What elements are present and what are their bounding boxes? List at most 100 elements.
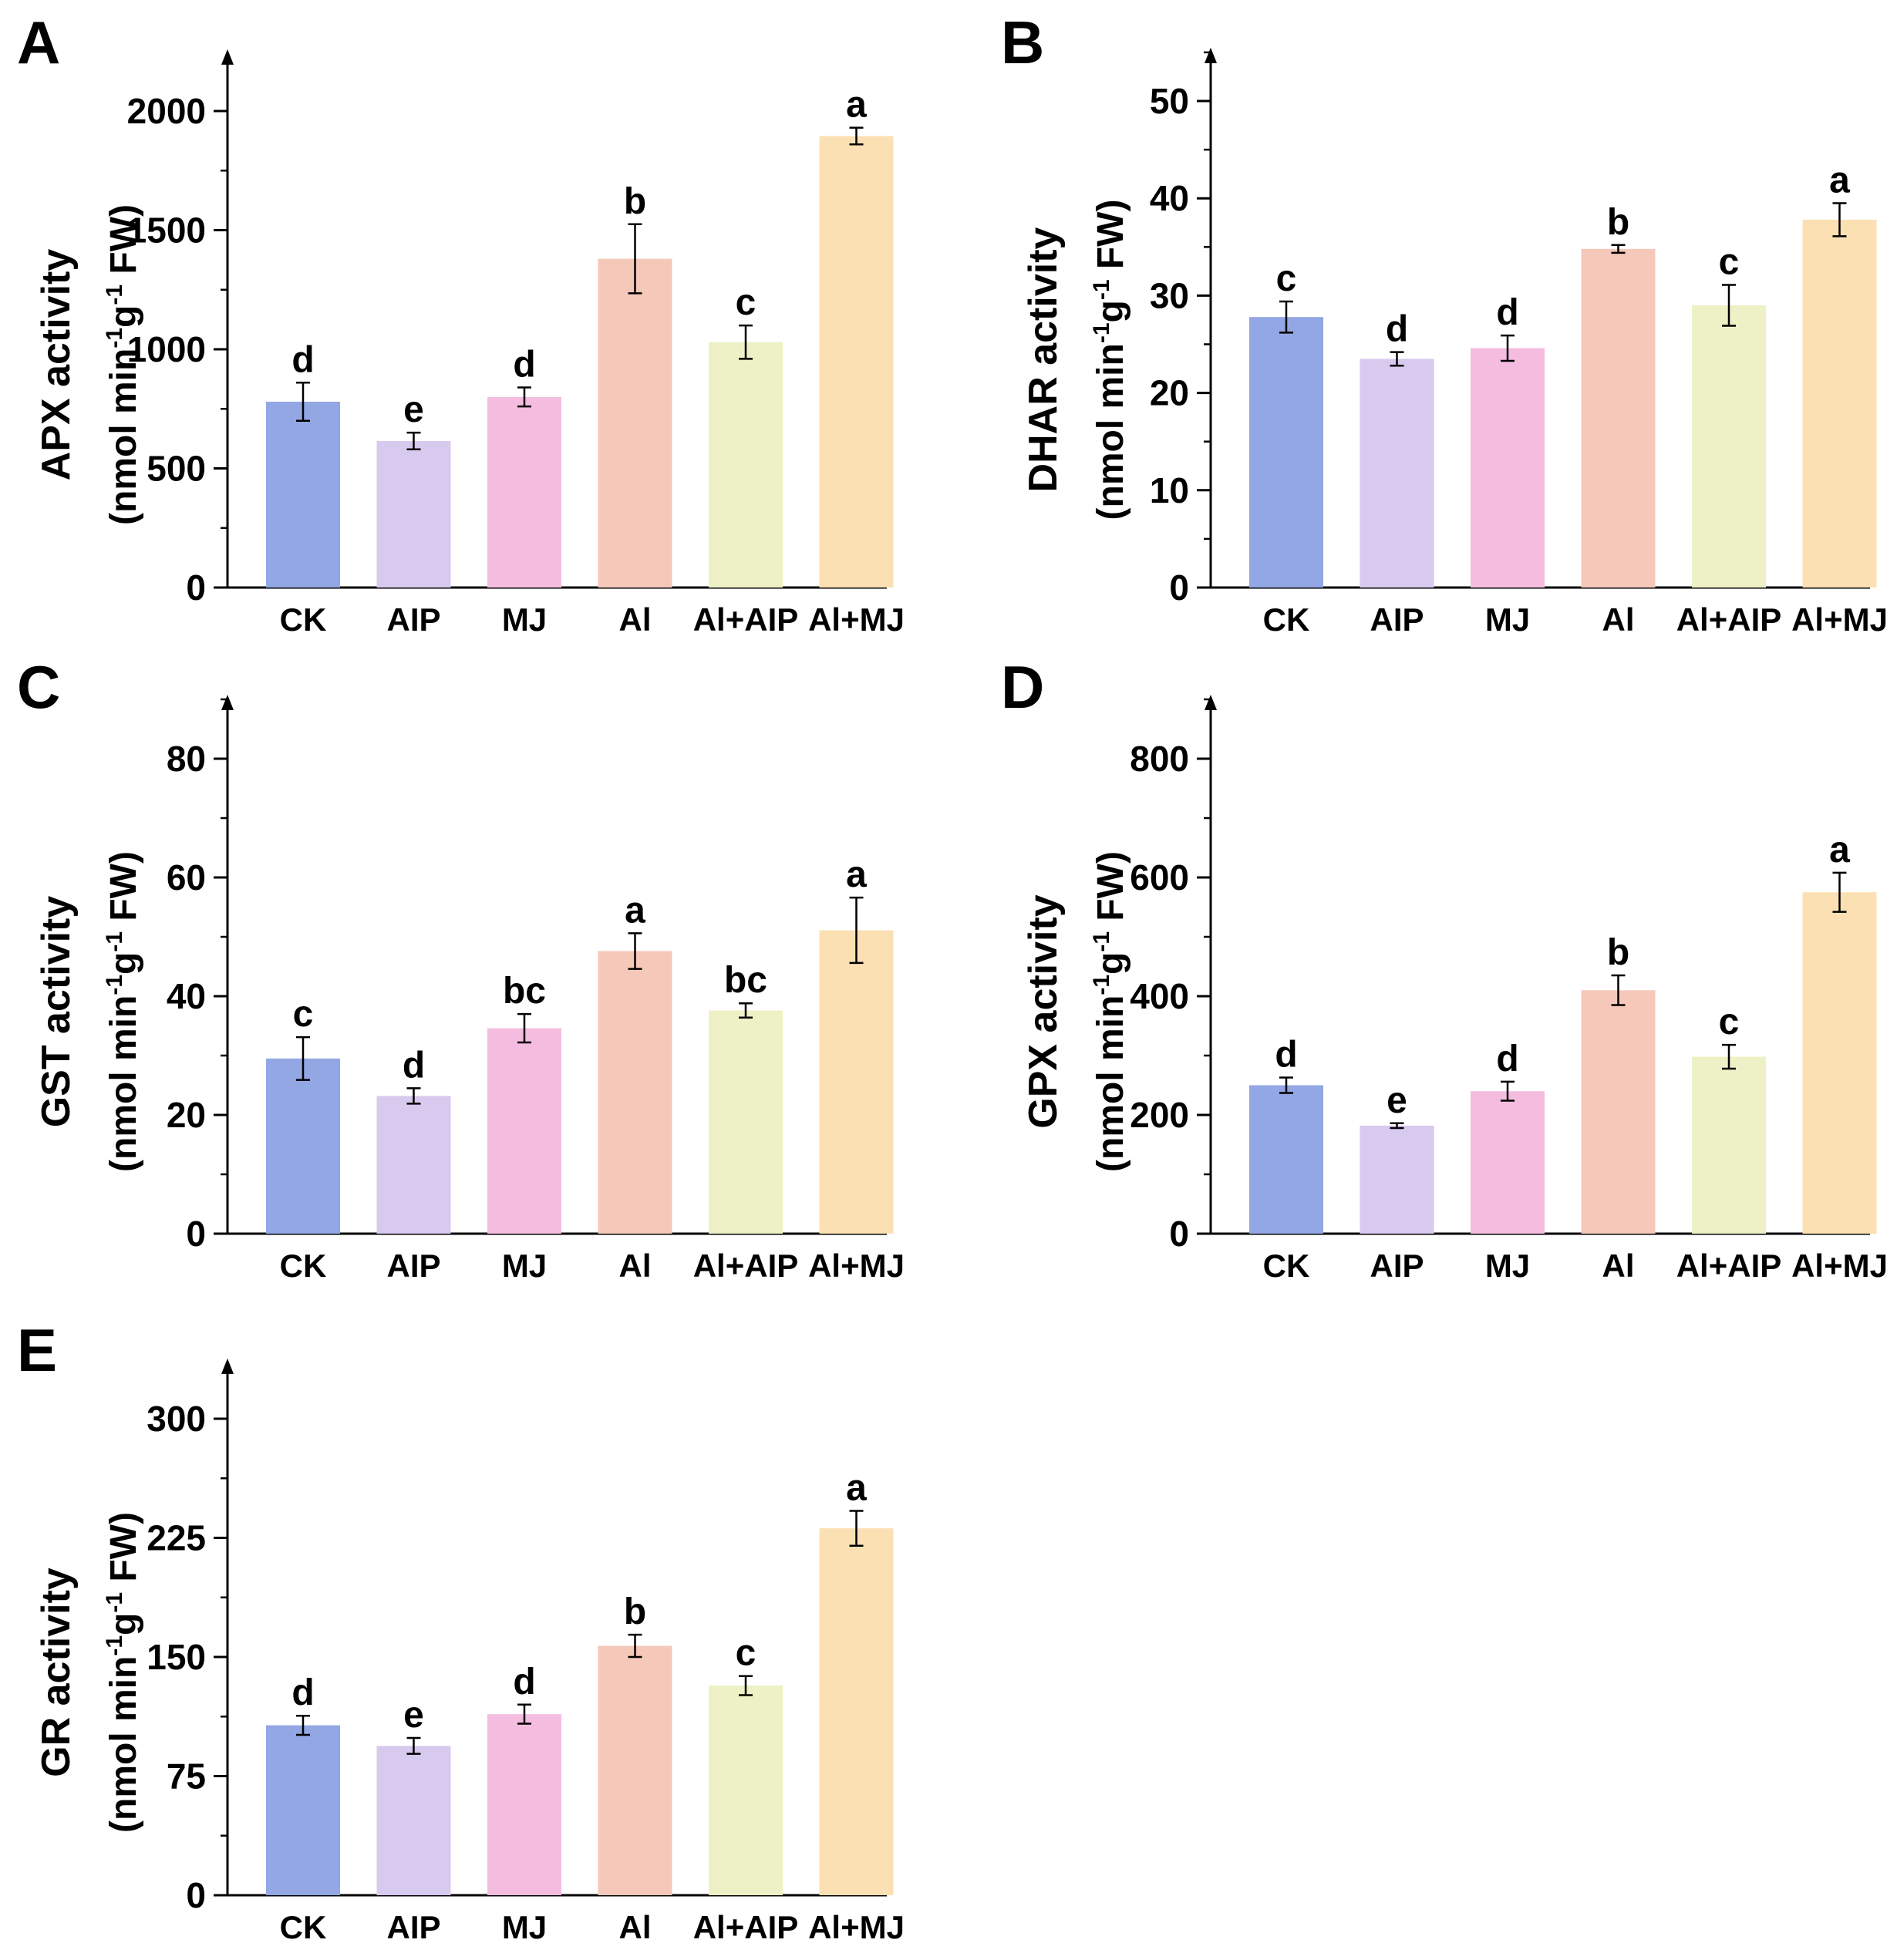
x-tick-label: Al+MJ xyxy=(1791,601,1888,638)
y-tick-label: 500 xyxy=(147,449,206,489)
y-tick-label: 150 xyxy=(147,1637,206,1677)
y-axis-arrow xyxy=(221,49,234,65)
bar-aip xyxy=(376,1096,451,1234)
significance-letter: b xyxy=(1607,202,1629,243)
unit-superscript: -1 xyxy=(1089,322,1114,343)
significance-letter: a xyxy=(846,854,867,895)
bar-aip xyxy=(1360,1125,1434,1234)
panel-label: E xyxy=(17,1316,57,1384)
bar-ck xyxy=(266,1725,340,1895)
bar-aip xyxy=(376,1746,451,1895)
unit-text: FW) xyxy=(1090,851,1131,931)
bar-al-plus-aip xyxy=(1692,1056,1766,1234)
y-tick-label: 1000 xyxy=(127,329,206,369)
x-tick-label: Al xyxy=(1602,1248,1635,1284)
y-tick-label: 50 xyxy=(1150,81,1189,121)
x-tick-label: AIP xyxy=(386,601,440,638)
bar-aip xyxy=(1360,359,1434,588)
bar-ck xyxy=(1249,1085,1323,1234)
bar-al xyxy=(598,258,672,588)
unit-text: (nmol min xyxy=(103,1656,144,1833)
x-tick-label: Al xyxy=(619,601,652,638)
panel-e: EGR activity (nmol min-1g-1 FW)0751502253… xyxy=(17,1316,905,1945)
unit-text: (nmol min xyxy=(1090,343,1131,520)
bar-al-plus-aip xyxy=(1692,305,1766,588)
y-tick-label: 0 xyxy=(186,1214,206,1254)
panel-label: A xyxy=(17,8,60,76)
y-tick-label: 300 xyxy=(147,1399,206,1439)
unit-superscript: -1 xyxy=(1089,975,1114,995)
y-tick-label: 75 xyxy=(167,1756,206,1797)
unit-text: FW) xyxy=(103,1512,144,1592)
bar-al-plus-mj xyxy=(819,136,894,588)
bar-mj xyxy=(1471,1091,1545,1234)
significance-letter: c xyxy=(1276,258,1297,299)
significance-letter: d xyxy=(1496,292,1518,333)
unit-superscript: -1 xyxy=(102,285,127,305)
unit-text: g xyxy=(103,952,144,975)
bar-aip xyxy=(376,440,451,588)
unit-superscript: -1 xyxy=(102,1635,127,1656)
significance-letter: b xyxy=(1607,932,1629,973)
y-tick-label: 20 xyxy=(167,1095,206,1135)
y-axis-label: DHAR activity xyxy=(1021,227,1066,492)
y-tick-label: 600 xyxy=(1130,857,1189,897)
x-tick-label: AIP xyxy=(1370,1248,1424,1284)
y-axis-unit: (nmol min-1g-1 FW) xyxy=(1089,851,1131,1172)
y-tick-label: 2000 xyxy=(127,91,206,131)
y-axis-label: GPX activity xyxy=(1021,894,1066,1129)
significance-letter: d xyxy=(291,339,314,380)
y-axis-label: APX activity xyxy=(34,249,79,481)
significance-letter: c xyxy=(736,1633,756,1674)
bar-al xyxy=(598,1645,672,1895)
x-tick-label: CK xyxy=(280,1248,327,1284)
unit-text: g xyxy=(103,1613,144,1635)
significance-letter: d xyxy=(291,1672,314,1713)
x-tick-label: Al+MJ xyxy=(808,1248,905,1284)
y-axis-unit: (nmol min-1g-1 FW) xyxy=(102,1512,144,1833)
y-tick-label: 20 xyxy=(1150,373,1189,413)
y-axis-unit: (nmol min-1g-1 FW) xyxy=(1089,200,1131,520)
x-tick-label: AIP xyxy=(386,1909,440,1945)
unit-text: (nmol min xyxy=(103,349,144,525)
x-tick-label: Al+MJ xyxy=(1791,1248,1888,1284)
bar-mj xyxy=(1471,348,1545,588)
x-tick-label: Al+MJ xyxy=(808,1909,905,1945)
bar-al xyxy=(598,951,672,1234)
significance-letter: bc xyxy=(503,971,546,1012)
unit-text: g xyxy=(1090,300,1131,322)
y-tick-label: 800 xyxy=(1130,739,1189,779)
y-tick-label: 40 xyxy=(167,976,206,1016)
significance-letter: e xyxy=(403,1695,424,1736)
significance-letter: a xyxy=(846,1467,867,1508)
y-axis-arrow xyxy=(221,1358,234,1374)
x-tick-label: MJ xyxy=(502,601,547,638)
significance-letter: b xyxy=(624,181,646,222)
y-axis-label: GR activity xyxy=(34,1568,79,1777)
y-tick-label: 0 xyxy=(1169,1214,1189,1254)
bar-al-plus-mj xyxy=(819,1528,894,1895)
unit-text: g xyxy=(103,305,144,328)
significance-letter: d xyxy=(1275,1034,1297,1075)
bar-al-plus-aip xyxy=(709,1010,783,1234)
x-tick-label: Al+AIP xyxy=(1676,601,1782,638)
unit-superscript: -1 xyxy=(102,975,127,995)
panel-label: C xyxy=(17,653,60,721)
significance-letter: d xyxy=(513,1662,535,1702)
significance-letter: d xyxy=(403,1045,425,1086)
significance-letter: b xyxy=(624,1591,646,1632)
y-axis-arrow xyxy=(1205,47,1217,63)
x-tick-label: CK xyxy=(1263,601,1310,638)
y-tick-label: 10 xyxy=(1150,470,1189,510)
y-tick-label: 0 xyxy=(1169,567,1189,608)
y-tick-label: 225 xyxy=(147,1518,206,1558)
significance-letter: c xyxy=(1719,242,1740,283)
significance-letter: e xyxy=(1387,1080,1407,1121)
bar-ck xyxy=(266,401,340,588)
y-axis-unit: (nmol min-1g-1 FW) xyxy=(102,204,144,525)
y-tick-label: 40 xyxy=(1150,178,1189,218)
panel-label: B xyxy=(1001,8,1044,76)
